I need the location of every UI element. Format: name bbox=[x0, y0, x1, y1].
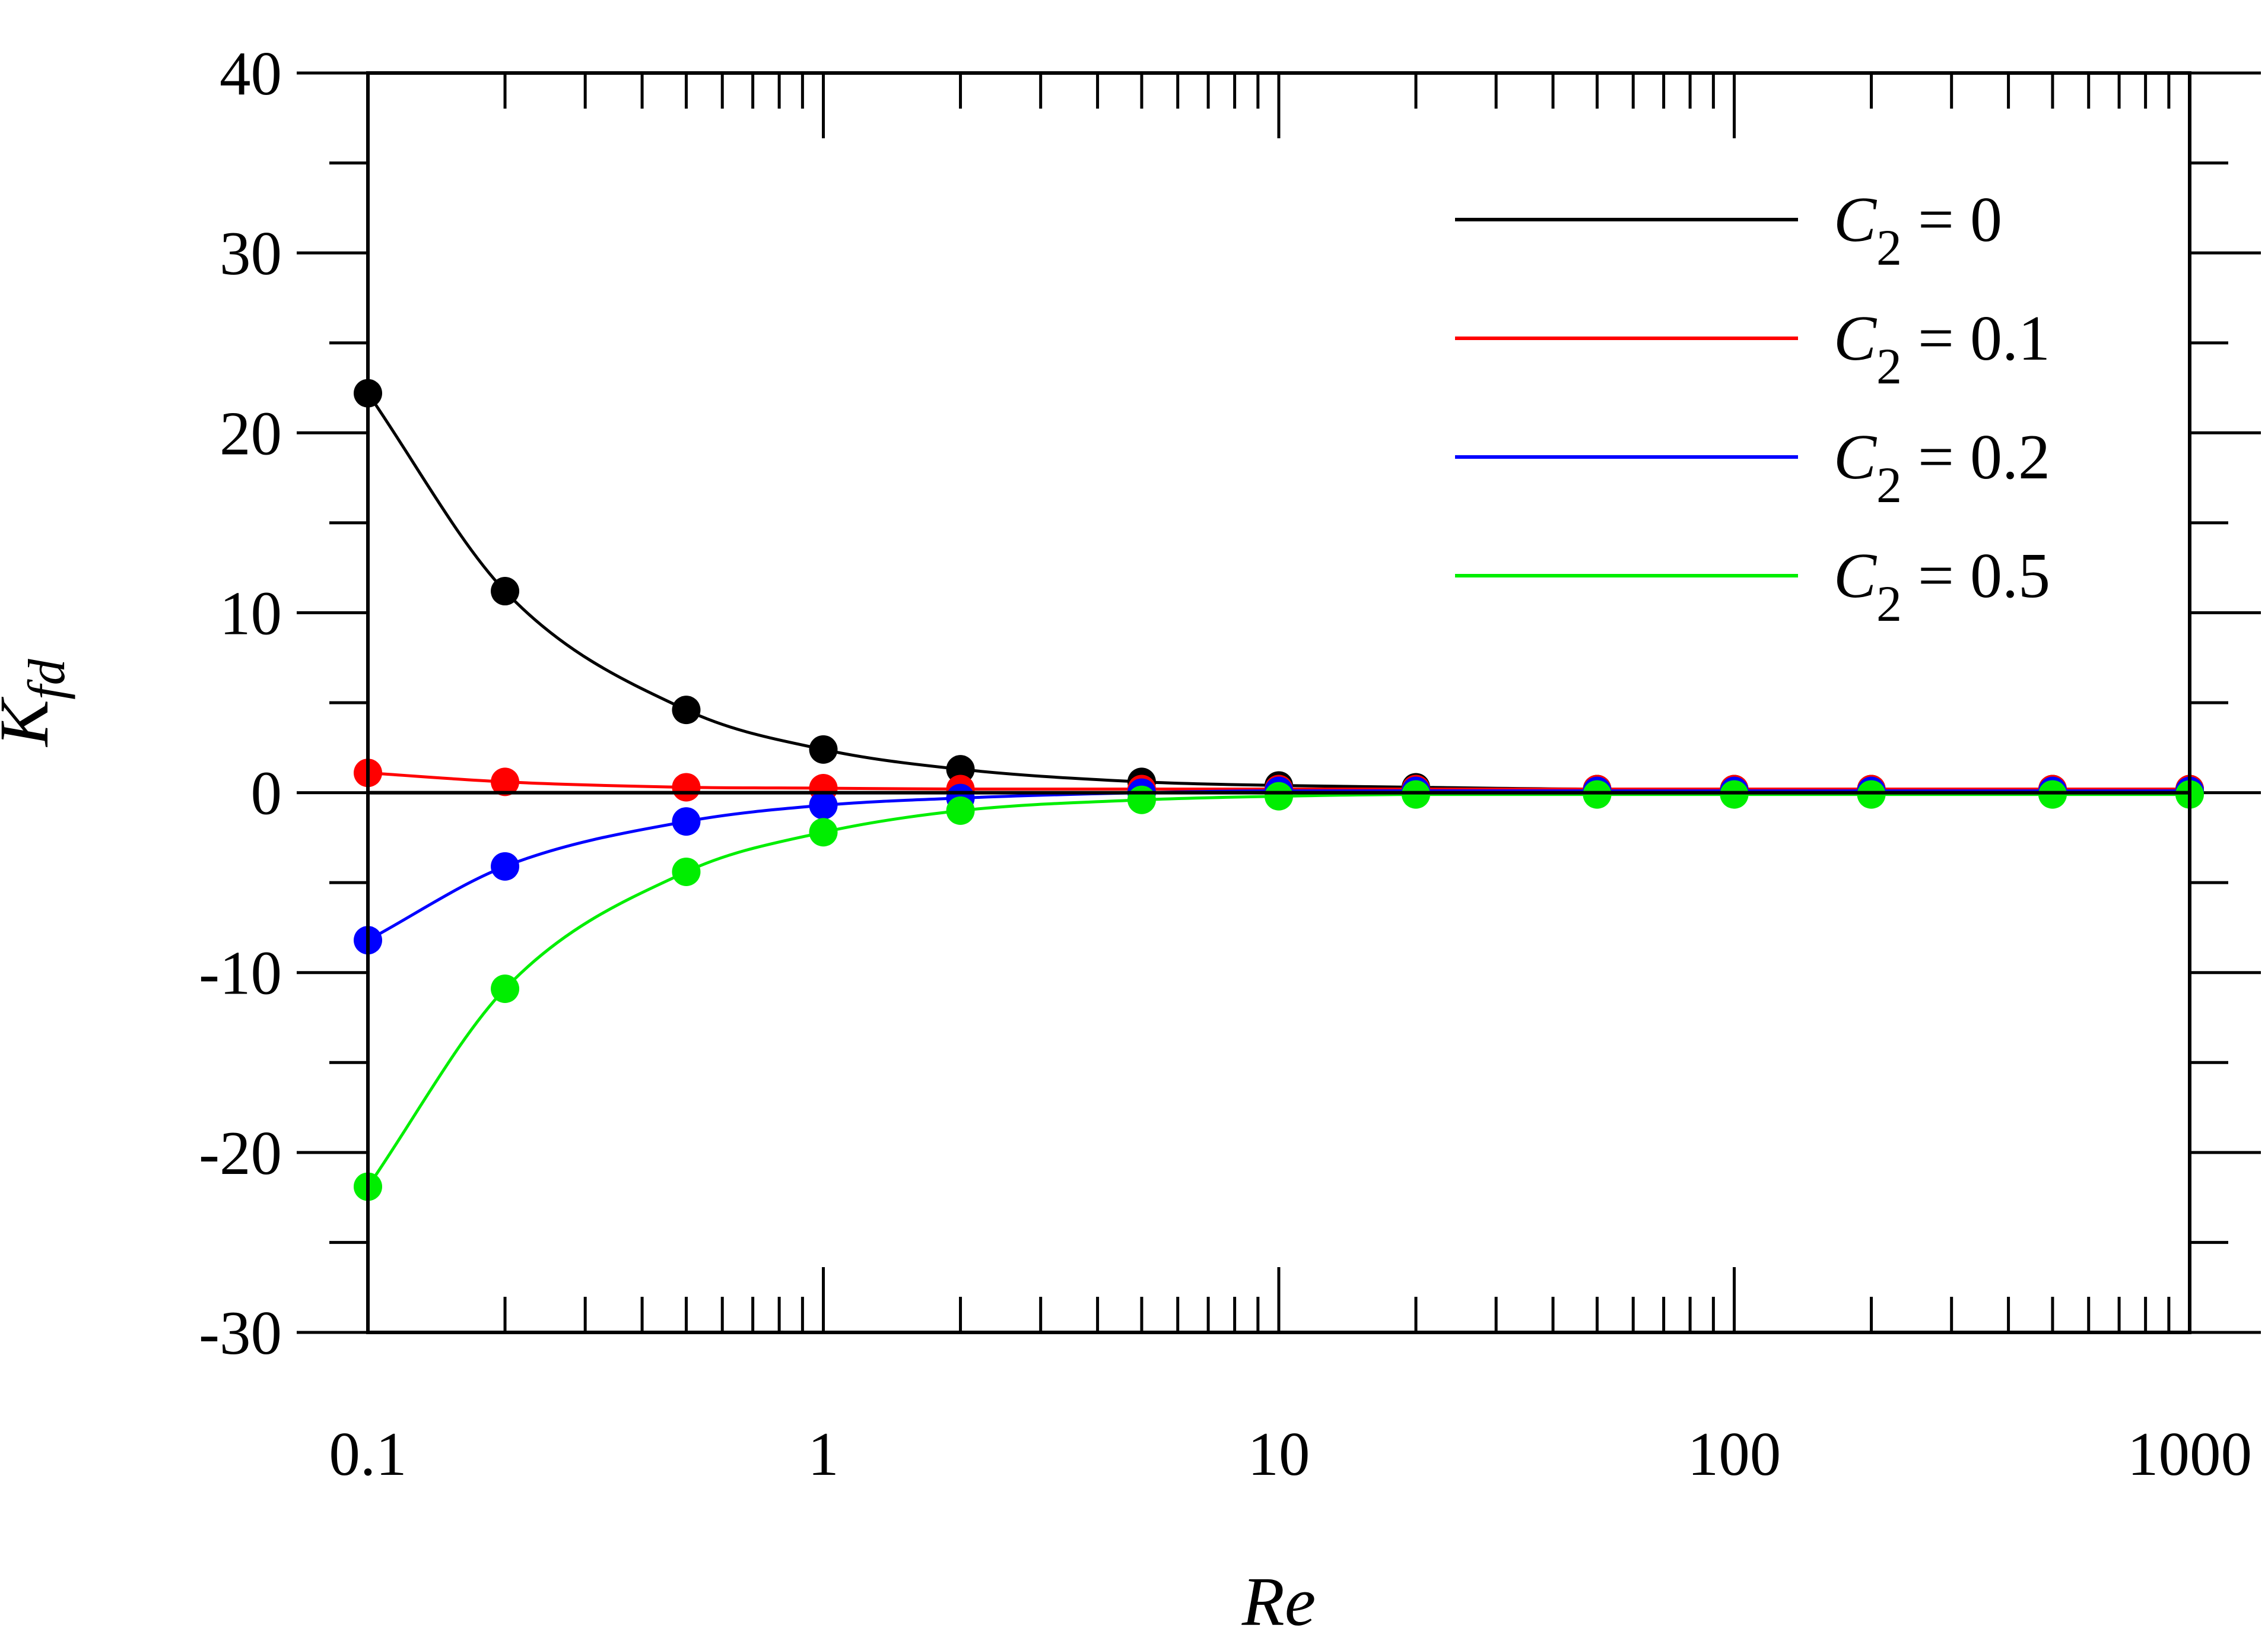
data-point-series-1 bbox=[491, 577, 520, 606]
y-tick-label: -10 bbox=[199, 938, 282, 1008]
data-point-series-4 bbox=[1583, 780, 1612, 809]
series-line-4 bbox=[366, 793, 2190, 1188]
legend-label-var: C bbox=[1834, 185, 1878, 255]
y-tick-label: 20 bbox=[220, 398, 282, 468]
legend-label-var: C bbox=[1834, 303, 1878, 374]
legend: C2 = 0C2 = 0.1C2 = 0.2C2 = 0.5 bbox=[1455, 185, 2050, 632]
data-point-series-4 bbox=[491, 974, 520, 1003]
data-point-series-3 bbox=[491, 852, 520, 881]
data-point-series-4 bbox=[1127, 785, 1156, 814]
x-tick-label: 100 bbox=[1688, 1419, 1781, 1489]
data-point-series-2 bbox=[672, 773, 701, 802]
data-point-series-4 bbox=[1265, 782, 1293, 811]
x-tick-label: 1 bbox=[808, 1419, 839, 1489]
y-tick-label: 0 bbox=[251, 758, 282, 828]
y-axis-title-sub: fd bbox=[18, 658, 76, 699]
y-axis-title-main: K bbox=[0, 697, 63, 748]
legend-label-sub: 2 bbox=[1876, 575, 1902, 632]
legend-label-3: C2 = 0.2 bbox=[1834, 422, 2050, 513]
x-axis-title: Re bbox=[1241, 1563, 1316, 1640]
legend-label-2: C2 = 0.1 bbox=[1834, 303, 2050, 395]
y-tick-label: -20 bbox=[199, 1118, 282, 1188]
series-line-3 bbox=[367, 789, 2190, 942]
legend-label-sub: 2 bbox=[1876, 219, 1902, 276]
data-point-series-4 bbox=[946, 796, 975, 825]
data-point-series-3 bbox=[672, 807, 701, 836]
data-point-series-3 bbox=[809, 791, 838, 820]
axis-ticks bbox=[297, 71, 2261, 1334]
legend-label-1: C2 = 0 bbox=[1834, 185, 2002, 276]
y-tick-label: 30 bbox=[220, 218, 282, 288]
data-point-series-4 bbox=[1720, 780, 1749, 809]
data-point-series-4 bbox=[1402, 780, 1431, 809]
data-point-series-1 bbox=[946, 755, 975, 784]
data-point-series-4 bbox=[1857, 780, 1886, 809]
legend-label-value: = 0.2 bbox=[1902, 422, 2050, 493]
data-point-series-4 bbox=[809, 818, 838, 847]
legend-label-var: C bbox=[1834, 422, 1878, 493]
x-tick-label: 1000 bbox=[2127, 1419, 2252, 1489]
legend-label-value: = 0 bbox=[1902, 185, 2002, 255]
y-axis-title: Kfd bbox=[0, 658, 76, 747]
plot-frame bbox=[366, 71, 2191, 1334]
data-point-series-1 bbox=[672, 696, 701, 725]
x-tick-label: 0.1 bbox=[329, 1419, 406, 1489]
data-point-series-2 bbox=[491, 767, 520, 796]
data-point-series-4 bbox=[672, 857, 701, 886]
legend-label-var: C bbox=[1834, 541, 1878, 611]
legend-label-sub: 2 bbox=[1876, 338, 1902, 395]
tick-labels: 0.1 1 10 100 1000 -30 -20 -10 0 10 20 30 40 bbox=[199, 39, 2252, 1489]
legend-label-value: = 0.1 bbox=[1902, 303, 2050, 374]
y-tick-label: 10 bbox=[220, 578, 282, 648]
y-tick-label: 40 bbox=[220, 39, 282, 108]
y-tick-label: -30 bbox=[199, 1298, 282, 1367]
legend-label-4: C2 = 0.5 bbox=[1834, 541, 2050, 632]
legend-label-sub: 2 bbox=[1876, 456, 1902, 513]
legend-label-value: = 0.5 bbox=[1902, 541, 2050, 611]
data-point-series-4 bbox=[2038, 780, 2067, 809]
data-point-series-1 bbox=[809, 735, 838, 764]
x-tick-label: 10 bbox=[1248, 1419, 1310, 1489]
